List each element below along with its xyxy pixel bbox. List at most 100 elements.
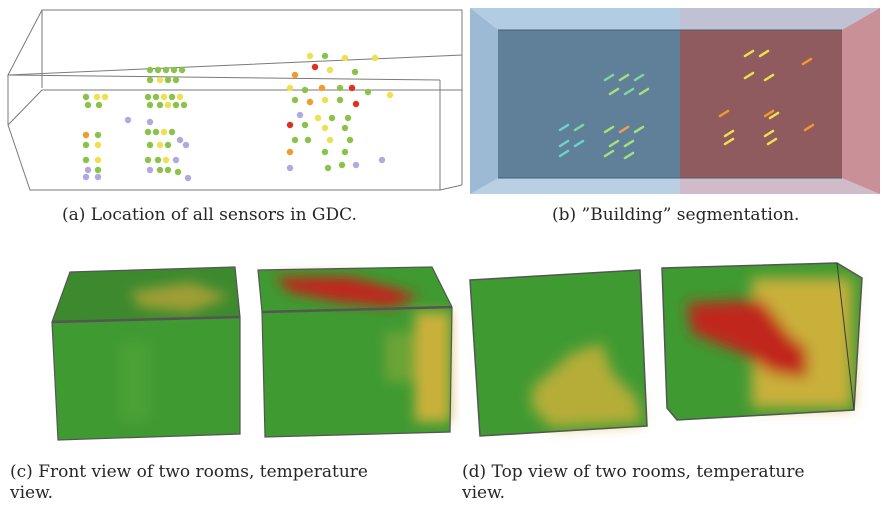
sensor-dot <box>348 84 356 92</box>
sensor-dot <box>162 156 170 164</box>
sensor-dot <box>146 166 154 174</box>
sensor-dot <box>291 71 299 79</box>
sensor-dot <box>386 91 394 99</box>
sensor-dot <box>176 93 184 101</box>
sensor-dot <box>184 174 192 182</box>
sensor-dot <box>301 121 309 129</box>
segmented-sensor-mark <box>618 73 630 82</box>
room-cube-left <box>51 266 241 441</box>
segmented-sensor-mark <box>763 129 775 138</box>
sensor-dot <box>146 101 154 109</box>
sensor-dot <box>321 148 329 156</box>
segmented-sensor-mark <box>723 137 735 146</box>
caption-d-line2: view. <box>462 483 506 503</box>
sensor-dot <box>124 116 132 124</box>
sensor-dot <box>341 148 349 156</box>
front-view-render <box>51 266 453 441</box>
sensor-dot <box>94 173 102 181</box>
sensor-dot <box>326 66 334 74</box>
sensor-dot <box>172 101 180 109</box>
sensor-dot <box>364 88 372 96</box>
sensor-dot <box>338 161 346 169</box>
segmented-sensor-mark <box>768 111 780 120</box>
sensor-dot <box>301 86 309 94</box>
sensor-dot <box>286 148 294 156</box>
segmented-sensor-mark <box>573 139 585 148</box>
sensor-dot <box>82 131 90 139</box>
sensor-dot <box>351 68 359 76</box>
sensor-dot <box>378 156 386 164</box>
sensor-dot <box>168 128 176 136</box>
segmented-sensor-mark <box>558 123 570 132</box>
sensor-dot <box>82 93 90 101</box>
sensor-dot <box>296 111 304 119</box>
sensor-dot <box>180 101 188 109</box>
room-square-right <box>661 262 863 421</box>
sensor-location-plot <box>7 9 463 191</box>
segmented-sensor-mark <box>723 129 735 138</box>
sensor-dot <box>82 141 90 149</box>
sensor-dot <box>156 101 164 109</box>
sensor-dot <box>326 136 334 144</box>
segmented-sensor-mark <box>763 73 775 82</box>
caption-b: (b) ”Building” segmentation. <box>552 205 800 225</box>
sensor-dot <box>291 136 299 144</box>
sensor-dot <box>93 93 101 101</box>
segmented-sensor-mark <box>608 87 620 96</box>
sensor-dot <box>178 66 186 74</box>
sensor-dot <box>84 101 92 109</box>
segmented-sensor-mark <box>623 87 635 96</box>
sensor-dot <box>168 93 176 101</box>
sensor-dot <box>286 121 294 129</box>
sensor-dot <box>352 100 360 108</box>
sensor-dot <box>286 164 294 172</box>
sensor-dot <box>182 141 190 149</box>
sensor-dot <box>172 76 180 84</box>
sensor-dot <box>154 156 162 164</box>
top-view-render <box>469 262 863 437</box>
sensor-dot <box>82 173 90 181</box>
segmented-sensor-mark <box>623 151 635 160</box>
segmentation-render <box>470 8 880 194</box>
caption-c-line1: (c) Front view of two rooms, temperature <box>10 462 368 482</box>
room-square-left <box>469 269 648 437</box>
segmented-sensor-mark <box>558 139 570 148</box>
sensor-dot <box>94 131 102 139</box>
segmented-sensor-mark <box>638 87 650 96</box>
sensor-dot <box>144 156 152 164</box>
sensor-dot <box>162 66 170 74</box>
sensor-dot <box>371 54 379 62</box>
sensor-dot <box>314 114 322 122</box>
sensor-dot <box>321 124 329 132</box>
panel-a-sensor-locations <box>0 0 465 200</box>
sensor-dot <box>311 63 319 71</box>
bounding-box <box>7 9 463 191</box>
sensor-dot <box>321 52 329 60</box>
segmented-sensor-mark <box>743 71 755 80</box>
sensor-dot <box>170 66 178 74</box>
sensor-dot <box>172 156 180 164</box>
room-cube-right <box>257 266 453 438</box>
sensor-dot <box>328 114 336 122</box>
segmented-sensor-mark <box>633 125 645 134</box>
sensor-dot <box>144 93 152 101</box>
segmented-sensor-mark <box>618 125 630 134</box>
sensor-dot <box>84 166 92 174</box>
sensor-dot <box>291 96 299 104</box>
segmented-sensor-mark <box>766 137 778 146</box>
sensor-dot <box>164 166 172 174</box>
caption-d-line1: (d) Top view of two rooms, temperature <box>462 462 805 482</box>
segmented-sensor-mark <box>718 109 730 118</box>
sensor-dot <box>344 114 352 122</box>
segmented-sensor-mark <box>763 109 775 118</box>
sensor-dot <box>306 98 314 106</box>
segmented-sensor-mark <box>608 139 620 148</box>
room-interior <box>470 8 880 194</box>
sensor-dot <box>336 84 344 92</box>
segmented-sensor-mark <box>558 149 570 158</box>
sensor-dot <box>101 93 109 101</box>
sensor-dot <box>156 76 164 84</box>
panel-d-top-view <box>462 258 880 448</box>
sensor-dot <box>341 124 349 132</box>
sensor-dot <box>341 54 349 62</box>
